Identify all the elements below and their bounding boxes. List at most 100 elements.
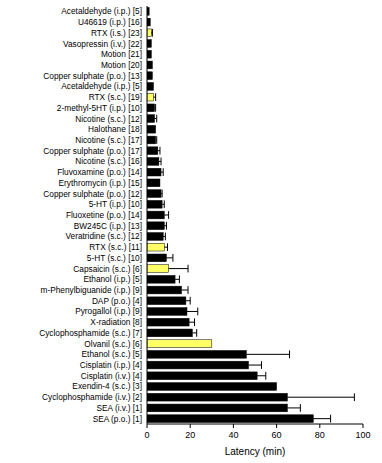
x-tick-label: 40 <box>228 430 238 440</box>
category-label: Capsaicin (s.c.) [6] <box>73 264 142 274</box>
category-label: Copper sulphate (p.o.) [17] <box>43 146 142 156</box>
x-tick-label: 20 <box>185 430 195 440</box>
error-bar <box>164 215 168 216</box>
y-axis <box>147 6 148 424</box>
bar <box>147 318 189 326</box>
x-tick-label: 80 <box>315 430 325 440</box>
error-bar <box>189 322 194 323</box>
category-label: Vasopressin (i.v.) [22] <box>63 39 142 49</box>
category-label: Acetaldehyde (i.p.) [5] <box>61 81 142 91</box>
x-tick-label: 60 <box>272 430 282 440</box>
bar <box>147 72 152 80</box>
category-label: Exendin-4 (s.c.) [3] <box>72 381 142 391</box>
bar <box>147 200 162 208</box>
bar <box>147 168 161 176</box>
bar <box>147 329 192 337</box>
error-bar <box>187 311 198 312</box>
category-label: m-Phenylbiguanide (i.p.) [9] <box>41 285 142 295</box>
category-label: Fluoxetine (p.o.) [14] <box>66 210 142 220</box>
category-label: DAP (p.o.) [4] <box>92 296 142 306</box>
bar <box>147 243 164 251</box>
error-cap <box>166 222 167 230</box>
error-cap <box>188 286 189 294</box>
category-label: BW245C (i.p.) [13] <box>74 221 142 231</box>
category-label: Ethanol (s.c.) [5] <box>82 349 142 359</box>
x-tick <box>190 424 191 428</box>
category-label: SEA (p.o.) [1] <box>93 414 142 424</box>
category-label: Veratridine (s.c.) [12] <box>65 231 142 241</box>
category-label: Nicotine (s.c.) [16] <box>75 156 142 166</box>
category-label: Copper sulphate (p.o.) [13] <box>43 71 142 81</box>
category-label: Nicotine (s.c.) [17] <box>75 135 142 145</box>
error-cap <box>155 104 156 112</box>
x-tick-label: 100 <box>355 430 370 440</box>
error-bar <box>182 290 188 291</box>
error-cap <box>188 265 189 273</box>
x-tick <box>233 424 234 428</box>
error-cap <box>179 275 180 283</box>
bar <box>147 158 159 166</box>
error-bar <box>166 257 172 258</box>
category-label: Cyclophosphamide (s.c.) [7] <box>39 328 142 338</box>
bar <box>147 308 187 316</box>
error-bar <box>287 397 354 398</box>
error-cap <box>196 329 197 337</box>
error-cap <box>289 350 290 358</box>
bar <box>147 83 153 91</box>
bar <box>147 254 166 262</box>
category-label: Acetaldehyde (i.p.) [5] <box>61 6 142 16</box>
error-cap <box>194 318 195 326</box>
error-cap <box>159 147 160 155</box>
x-tick-label: 0 <box>144 430 149 440</box>
error-bar <box>257 375 266 376</box>
error-cap <box>261 361 262 369</box>
error-cap <box>172 254 173 262</box>
category-label: RTX (s.c.) [19] <box>89 92 142 102</box>
error-cap <box>152 29 153 37</box>
bar <box>147 125 156 133</box>
error-cap <box>354 393 355 401</box>
category-label: Copper sulphate (p.o.) [12] <box>43 189 142 199</box>
error-cap <box>330 415 331 423</box>
bar <box>147 233 163 241</box>
error-cap <box>167 243 168 251</box>
bar <box>147 190 161 198</box>
bar <box>147 275 175 283</box>
x-tick <box>276 424 277 428</box>
bar <box>147 297 186 305</box>
bar <box>147 115 155 123</box>
bar <box>147 136 156 144</box>
error-cap <box>156 136 157 144</box>
error-cap <box>197 308 198 316</box>
x-tick <box>319 424 320 428</box>
bar <box>147 104 155 112</box>
error-cap <box>161 158 162 166</box>
bar <box>147 50 151 58</box>
category-label: Ethanol (i.p.) [5] <box>83 274 142 284</box>
error-bar <box>192 332 196 333</box>
category-label: RTX (s.c.) [11] <box>89 242 142 252</box>
error-cap <box>300 404 301 412</box>
error-bar <box>313 418 330 419</box>
category-label: Motion [20] <box>101 60 142 70</box>
bar <box>147 265 169 273</box>
bar <box>147 211 164 219</box>
category-label: Motion [21] <box>101 49 142 59</box>
x-tick <box>147 424 148 428</box>
category-label: Fluvoxamine (p.o.) [14] <box>57 167 142 177</box>
bar <box>147 179 160 187</box>
error-cap <box>165 233 166 241</box>
bar <box>147 29 151 37</box>
category-label: Cisplatin (i.v.) [4] <box>81 371 142 381</box>
bar <box>147 350 246 358</box>
category-label: Halothane [18] <box>88 124 142 134</box>
bar <box>147 404 287 412</box>
plot-area <box>147 8 354 423</box>
error-bar <box>287 407 300 408</box>
category-label: SEA (i.v.) [1] <box>97 403 143 413</box>
error-bar <box>175 279 179 280</box>
error-bar <box>169 268 188 269</box>
bar <box>147 415 313 423</box>
error-bar <box>249 365 262 366</box>
bar <box>147 372 257 380</box>
